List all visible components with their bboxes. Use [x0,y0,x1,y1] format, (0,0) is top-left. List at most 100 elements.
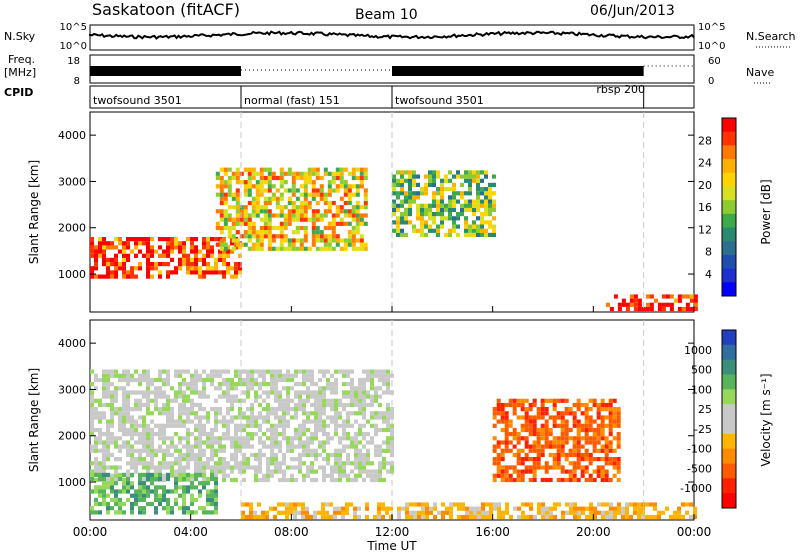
heatmap-cell [106,390,110,395]
heatmap-cell [456,224,460,229]
heatmap-cell [359,205,364,210]
heatmap-cell [556,477,561,483]
heatmap-cell [382,477,386,483]
heatmap-cell [432,203,436,208]
heatmap-cell [142,472,146,477]
heatmap-cell [354,444,358,449]
heatmap-cell [126,407,130,412]
heatmap-cell [110,489,114,494]
heatmap-cell [294,444,298,449]
heatmap-cell [150,390,154,395]
heatmap-cell [246,369,250,374]
heatmap-cell [327,238,332,243]
heatmap-cell [358,440,362,445]
heatmap-cell [231,225,236,231]
heatmap-cell [259,242,264,247]
heatmap-cell [334,457,338,462]
heatmap-cell [334,477,338,483]
heatmap-cell [295,246,300,251]
heatmap-cell [311,234,316,239]
heatmap-cell [186,485,190,490]
heatmap-cell [484,203,488,208]
heatmap-cell [508,432,513,437]
heatmap-cell [190,510,194,515]
heatmap-cell [484,195,488,200]
heatmap-cell [106,501,110,507]
heatmap-cell [102,476,106,482]
heatmap-cell [218,270,222,275]
heatmap-cell [460,212,464,217]
heatmap-cell [424,212,428,217]
heatmap-cell [178,369,182,374]
heatmap-cell [94,386,98,391]
heatmap-cell [420,224,424,229]
heatmap-cell [90,266,94,271]
heatmap-cell [548,452,553,458]
heatmap-cell [432,220,436,225]
heatmap-cell [319,230,324,235]
heatmap-cell [279,225,284,231]
heatmap-cell [521,514,525,520]
heatmap-cell [473,514,477,520]
heatmap-cell [291,213,296,218]
heatmap-cell [94,461,98,466]
heatmap-cell [259,246,264,251]
heatmap-cell [464,178,468,183]
heatmap-cell [420,212,424,217]
heatmap-cell [142,489,146,494]
heatmap-cell [568,436,573,441]
heatmap-cell [249,506,253,511]
heatmap-cell [512,432,517,437]
heatmap-cell [608,411,613,416]
heatmap-cell [653,514,657,520]
heatmap-cell [154,398,158,403]
heatmap-cell [500,407,505,412]
heatmap-cell [600,457,605,462]
y-tick-label: 1000 [58,268,86,281]
heatmap-cell [186,510,190,515]
heatmap-cell [227,184,232,189]
heatmap-cell [600,398,605,403]
heatmap-cell [400,228,404,233]
heatmap-cell [460,195,464,200]
heatmap-cell [190,477,194,483]
heatmap-cell [327,234,332,239]
heatmap-cell [218,373,222,378]
heatmap-cell [604,415,609,420]
heatmap-cell [166,472,170,477]
heatmap-cell [194,411,198,416]
heatmap-cell [536,444,541,449]
heatmap-cell [322,398,326,403]
heatmap-cell [178,415,182,420]
heatmap-cell [508,398,513,403]
freq-tick-top: 18 [67,56,80,67]
heatmap-cell [460,207,464,212]
heatmap-cell [251,200,256,206]
heatmap-cell [158,472,162,477]
heatmap-cell [477,510,481,515]
heatmap-cell [596,432,601,437]
heatmap-cell [456,170,460,175]
heatmap-cell [110,436,114,441]
heatmap-cell [150,452,154,458]
heatmap-cell [242,427,246,433]
heatmap-cell [412,170,416,175]
heatmap-cell [600,465,605,470]
heatmap-cell [302,452,306,458]
heatmap-cell [497,514,501,520]
heatmap-cell [210,382,214,387]
heatmap-cell [433,502,437,507]
heatmap-cell [246,465,250,470]
heatmap-cell [346,369,350,374]
heatmap-cell [351,205,356,210]
heatmap-cell [258,386,262,391]
heatmap-cell [326,377,330,383]
heatmap-cell [343,184,348,189]
heatmap-cell [616,477,621,483]
heatmap-cell [122,477,126,483]
heatmap-cell [420,228,424,233]
heatmap-cell [98,489,102,494]
heatmap-cell [283,180,288,185]
heatmap-cell [329,514,333,520]
heatmap-cell [186,257,190,262]
